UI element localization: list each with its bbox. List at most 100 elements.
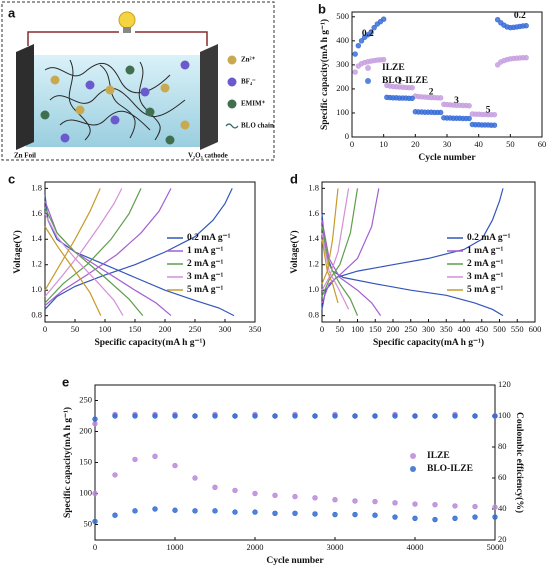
- y2-tick-label: 60: [498, 472, 507, 482]
- point: [332, 413, 338, 419]
- point: [452, 413, 458, 419]
- point: [352, 498, 358, 504]
- point: [112, 512, 118, 518]
- x-tick-label: 50: [336, 324, 345, 334]
- x-tick-label: 300: [219, 324, 232, 334]
- legend-label: 1 mA g⁻¹: [467, 246, 504, 256]
- wire: [135, 31, 208, 46]
- bulb-base: [123, 27, 131, 33]
- x-tick-label: 0: [93, 542, 97, 552]
- legend-swatch: [365, 65, 371, 71]
- annotation: 3: [454, 96, 459, 106]
- point: [272, 413, 278, 419]
- point: [132, 456, 138, 463]
- x-tick-label: 150: [129, 324, 142, 334]
- y-tick-label: 1.6: [31, 208, 42, 218]
- x-tick-label: 150: [369, 324, 382, 334]
- ions: [40, 60, 190, 145]
- y2-axis-label: Coulombic efficiency(%): [514, 412, 525, 513]
- legend-label: BF₄⁻: [241, 78, 256, 86]
- point: [312, 413, 318, 419]
- point: [312, 511, 318, 517]
- y-axis-label: Specific capacity(mA h g⁻¹): [62, 407, 73, 518]
- curve: [44, 188, 124, 316]
- legend-label: EMIM⁺: [241, 100, 266, 108]
- point: [252, 490, 258, 497]
- x-tick-label: 250: [404, 324, 417, 334]
- point: [232, 487, 238, 494]
- point: [332, 511, 338, 518]
- point: [92, 416, 98, 422]
- x-tick-label: 0: [320, 324, 324, 334]
- y-tick-label: 0.8: [308, 310, 319, 320]
- x-axis-label: Specific capacity(mA h g⁻¹): [373, 337, 484, 348]
- point: [409, 85, 415, 91]
- point: [472, 514, 478, 520]
- point: [392, 413, 398, 419]
- y-tick-label: 0.8: [31, 310, 42, 320]
- point: [232, 413, 238, 419]
- legend-label: BLO-ILZE: [382, 76, 428, 86]
- point: [112, 472, 118, 478]
- point: [272, 510, 278, 517]
- y-tick-label: 1.8: [31, 182, 42, 192]
- point: [412, 515, 418, 521]
- curve: [321, 188, 339, 304]
- y-tick-label: 1.4: [308, 233, 319, 243]
- annotation: 0.2: [514, 11, 526, 21]
- point: [492, 514, 498, 520]
- point: [412, 501, 418, 507]
- y-tick-label: 300: [336, 59, 349, 69]
- legend-label: 3 mA g⁻¹: [187, 272, 224, 282]
- point: [523, 23, 529, 29]
- y-tick-label: 100: [79, 487, 92, 497]
- point: [358, 38, 365, 44]
- curve: [321, 188, 359, 316]
- point: [212, 413, 218, 419]
- legend-label: 2 mA g⁻¹: [467, 259, 504, 269]
- point: [432, 413, 438, 419]
- legend-swatch: [225, 123, 239, 129]
- panel-label: c: [8, 171, 15, 186]
- point: [252, 509, 258, 515]
- point: [172, 507, 178, 513]
- bulb: [118, 11, 136, 29]
- point: [392, 514, 398, 520]
- point: [212, 484, 218, 490]
- y2-tick-label: 20: [498, 534, 507, 544]
- point: [392, 500, 398, 506]
- x-tick-label: 3000: [327, 542, 344, 552]
- legend-label: ILZE: [427, 451, 450, 461]
- point: [332, 497, 338, 503]
- point: [192, 413, 198, 419]
- point: [92, 490, 98, 497]
- x-tick-label: 500: [493, 324, 506, 334]
- curve: [44, 188, 144, 316]
- y2-tick-label: 80: [498, 441, 507, 451]
- point: [492, 413, 498, 419]
- x-tick-label: 60: [538, 139, 547, 149]
- point: [466, 115, 472, 122]
- x-tick-label: 350: [440, 324, 453, 334]
- x-tick-label: 0: [350, 139, 354, 149]
- point: [92, 518, 98, 525]
- point: [409, 95, 415, 101]
- point: [372, 413, 378, 419]
- point: [132, 413, 138, 419]
- legend-label: 2 mA g⁻¹: [187, 259, 224, 269]
- y-tick-label: 1.8: [308, 182, 319, 192]
- legend-label: BLO-ILZE: [427, 464, 473, 474]
- y-axis-label: Voltage(V): [12, 230, 23, 273]
- point: [452, 515, 458, 521]
- x-tick-label: 4000: [407, 542, 424, 552]
- annotation: 1: [397, 76, 402, 86]
- point: [272, 492, 278, 499]
- point: [452, 503, 458, 509]
- panel-label: d: [290, 171, 298, 186]
- curve: [44, 188, 235, 317]
- x-tick-label: 10: [379, 139, 388, 149]
- point: [492, 504, 498, 510]
- x-tick-label: 0: [43, 324, 47, 334]
- point: [372, 498, 378, 505]
